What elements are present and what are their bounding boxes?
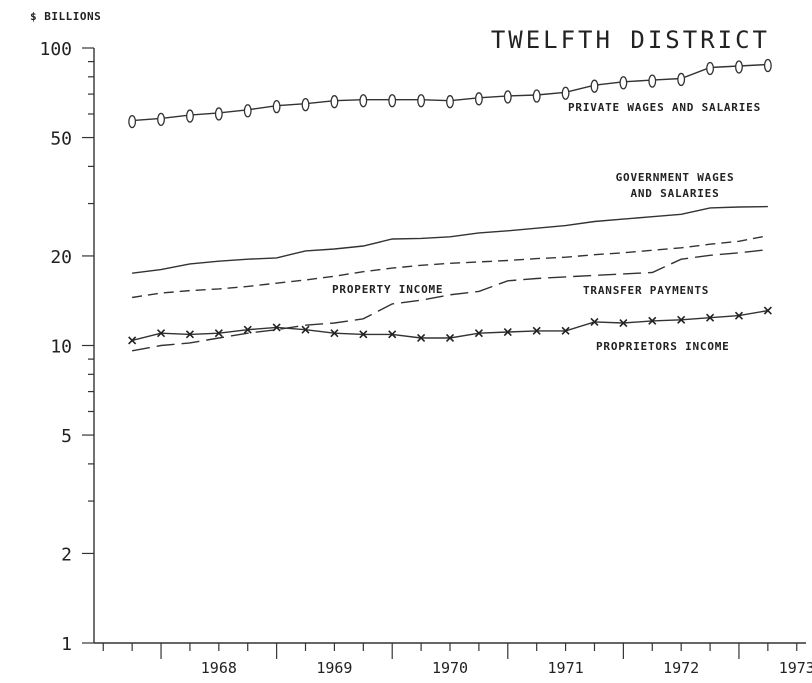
series-private-wages-and-salaries <box>128 58 772 129</box>
data-point-private-wages-and-salaries-17 <box>619 76 628 90</box>
series-line-property-income <box>131 235 769 299</box>
data-point-proprietors-income-2 <box>185 330 195 339</box>
data-point-proprietors-income-22 <box>763 306 772 315</box>
series-line-proprietors-income <box>131 309 769 342</box>
data-point-private-wages-and-salaries-15 <box>561 86 570 100</box>
data-point-private-wages-and-salaries-7 <box>330 95 339 109</box>
data-point-private-wages-and-salaries-16 <box>590 79 599 93</box>
chart-title: TWELFTH DISTRICT <box>491 26 770 54</box>
data-point-private-wages-and-salaries-3 <box>214 107 223 121</box>
data-point-private-wages-and-salaries-8 <box>359 94 368 108</box>
x-ticks: 1968 1969 1970 1971 1972 1973 <box>102 643 812 677</box>
data-point-proprietors-income-9 <box>388 330 397 339</box>
data-point-proprietors-income-10 <box>417 333 426 343</box>
data-point-proprietors-income-12 <box>474 329 483 338</box>
data-point-private-wages-and-salaries-18 <box>648 74 657 88</box>
y-tick-label-50: 50 <box>50 129 72 150</box>
y-tick-label-100: 100 <box>39 39 72 60</box>
series-government-wages-and-salaries <box>132 205 768 274</box>
data-point-proprietors-income-13 <box>503 327 512 337</box>
data-point-proprietors-income-6 <box>301 325 310 334</box>
data-point-proprietors-income-21 <box>734 311 744 320</box>
data-point-proprietors-income-14 <box>532 326 541 335</box>
data-point-proprietors-income-7 <box>330 329 339 338</box>
data-point-proprietors-income-16 <box>590 317 599 327</box>
y-tick-label-1: 1 <box>61 634 72 655</box>
y-tick-label-20: 20 <box>50 247 72 268</box>
x-tick-label-1969: 1969 <box>316 659 352 677</box>
series-property-income <box>131 235 769 299</box>
label-transfer-payments: TRANSFER PAYMENTS <box>583 284 709 297</box>
data-point-proprietors-income-5 <box>272 323 281 332</box>
x-tick-label-1973: 1973 <box>779 659 812 677</box>
data-point-proprietors-income-3 <box>214 329 223 338</box>
series-transfer-payments <box>131 248 768 352</box>
data-point-proprietors-income-1 <box>156 329 166 338</box>
data-point-private-wages-and-salaries-13 <box>503 90 512 104</box>
data-point-private-wages-and-salaries-22 <box>763 58 772 73</box>
series-line-transfer-payments <box>131 248 768 352</box>
data-point-private-wages-and-salaries-0 <box>128 114 137 129</box>
data-point-private-wages-and-salaries-9 <box>388 94 397 108</box>
label-government-wages-line2: AND SALARIES <box>630 187 719 200</box>
x-tick-label-1970: 1970 <box>432 659 468 677</box>
y-tick-label-10: 10 <box>50 337 72 358</box>
data-point-proprietors-income-15 <box>561 326 570 335</box>
data-point-private-wages-and-salaries-4 <box>243 104 252 118</box>
y-ticks: 1 2 5 10 20 50 100 <box>39 39 94 655</box>
label-proprietors-income: PROPRIETORS INCOME <box>596 340 730 353</box>
data-point-private-wages-and-salaries-21 <box>735 60 743 74</box>
x-tick-label-1968: 1968 <box>201 659 237 677</box>
y-tick-label-5: 5 <box>61 426 72 447</box>
data-point-proprietors-income-0 <box>128 336 137 345</box>
data-point-private-wages-and-salaries-12 <box>474 92 483 106</box>
data-point-proprietors-income-8 <box>359 330 368 339</box>
data-point-proprietors-income-4 <box>243 325 252 334</box>
data-point-proprietors-income-19 <box>677 315 686 324</box>
data-point-private-wages-and-salaries-6 <box>301 98 310 112</box>
data-point-private-wages-and-salaries-10 <box>417 94 426 108</box>
data-point-proprietors-income-11 <box>445 333 455 343</box>
series-group <box>128 58 772 352</box>
y-tick-label-2: 2 <box>61 544 72 565</box>
data-point-private-wages-and-salaries-20 <box>706 61 715 76</box>
y-axis-unit-label: $ BILLIONS <box>30 10 101 23</box>
data-point-proprietors-income-20 <box>705 313 715 322</box>
data-point-private-wages-and-salaries-11 <box>446 95 454 109</box>
data-point-proprietors-income-18 <box>648 316 657 325</box>
series-line-government-wages-and-salaries <box>132 205 768 274</box>
data-point-private-wages-and-salaries-5 <box>272 100 281 114</box>
data-point-private-wages-and-salaries-1 <box>157 112 165 127</box>
label-government-wages-line1: GOVERNMENT WAGES <box>616 171 735 184</box>
data-point-proprietors-income-17 <box>619 318 628 328</box>
label-property-income: PROPERTY INCOME <box>332 283 443 296</box>
series-labels: PRIVATE WAGES AND SALARIES GOVERNMENT WA… <box>332 101 761 353</box>
data-point-private-wages-and-salaries-14 <box>532 89 541 103</box>
data-point-private-wages-and-salaries-19 <box>677 72 686 87</box>
x-tick-label-1972: 1972 <box>663 659 699 677</box>
data-point-private-wages-and-salaries-2 <box>185 109 194 123</box>
label-private-wages: PRIVATE WAGES AND SALARIES <box>568 101 761 114</box>
series-proprietors-income <box>128 306 772 345</box>
x-tick-label-1971: 1971 <box>548 659 584 677</box>
